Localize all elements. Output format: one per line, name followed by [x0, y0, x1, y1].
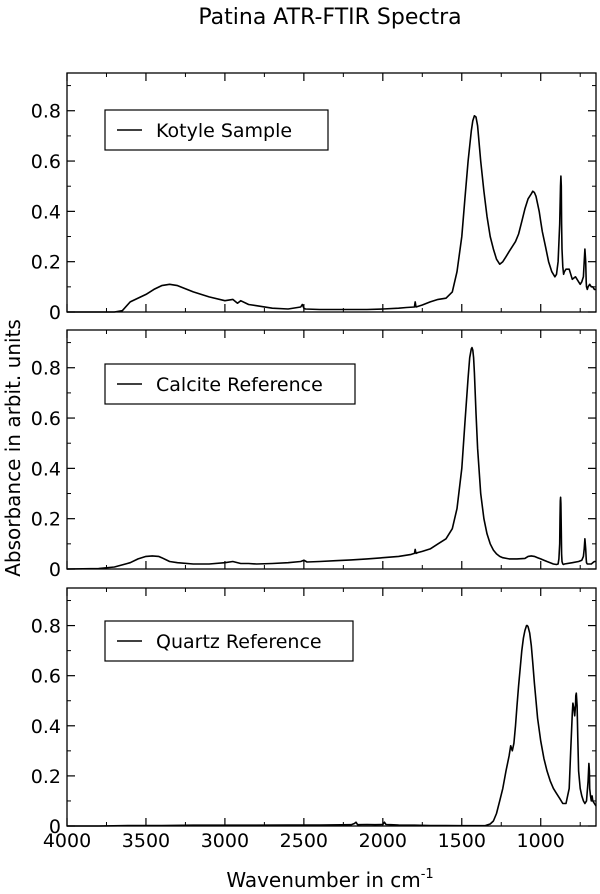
legend-box [104, 109, 329, 151]
panels-group: 0 0.2 0.4 0.6 0.8 Kotyle Sample 0 0.2 0.4 0.6 0.8 C… [31, 72, 597, 852]
y-tick-label: 0.8 [31, 358, 61, 380]
y-tick-label: 0.4 [31, 201, 61, 223]
plot-frame [66, 72, 597, 313]
y-tick-label: 0.6 [31, 151, 61, 173]
x-tick-label: 1500 [438, 830, 486, 852]
x-axis-label: Wavenumber in cm-1 [226, 867, 433, 890]
y-tick-label: 0.4 [31, 458, 61, 480]
y-tick-label: 0.6 [31, 666, 61, 688]
x-tick-label: 2500 [280, 830, 328, 852]
panel-3: 0 0.2 0.4 0.6 0.8 4000 3500 3000 2500 2000 1500 100… [31, 587, 597, 852]
figure-title: Patina ATR-FTIR Spectra [198, 5, 461, 30]
y-axis-label: Absorbance in arbit. units [1, 319, 25, 577]
y-tick-label: 0 [49, 559, 61, 581]
legend-label: Calcite Reference [156, 374, 323, 396]
x-tick-label: 4000 [43, 830, 91, 852]
y-tick-label: 0.2 [31, 252, 61, 274]
x-axis-label-main: Wavenumber in cm [226, 868, 420, 890]
x-tick-label: 2000 [359, 830, 407, 852]
plot-frame [66, 329, 597, 570]
y-tick-label: 0.8 [31, 101, 61, 123]
series-line [67, 624, 597, 827]
y-tick-label: 0.6 [31, 408, 61, 430]
x-tick-label: 3500 [122, 830, 170, 852]
panel-2: 0 0.2 0.4 0.6 0.8 Calcite Reference [31, 329, 597, 581]
panel-1: 0 0.2 0.4 0.6 0.8 Kotyle Sample [31, 72, 597, 324]
y-tick-label: 0.2 [31, 766, 61, 788]
series-line [66, 346, 596, 570]
y-tick-label: 0 [49, 302, 61, 324]
legend-label: Kotyle Sample [156, 120, 292, 142]
plot-frame [66, 587, 597, 827]
y-tick-label: 0.8 [31, 616, 61, 638]
x-axis-label-superscript: -1 [421, 867, 434, 882]
legend-label: Quartz Reference [156, 631, 322, 653]
legend: Calcite Reference [104, 363, 356, 405]
y-tick-label: 0 [49, 816, 61, 838]
legend: Quartz Reference [104, 620, 354, 662]
legend: Kotyle Sample [104, 109, 329, 151]
legend-box [104, 620, 354, 662]
legend-box [104, 363, 356, 405]
y-tick-label: 0.2 [31, 509, 61, 531]
y-tick-label: 0.4 [31, 716, 61, 738]
series-line [67, 115, 596, 313]
x-tick-label: 1000 [517, 830, 565, 852]
x-tick-label: 3000 [201, 830, 249, 852]
